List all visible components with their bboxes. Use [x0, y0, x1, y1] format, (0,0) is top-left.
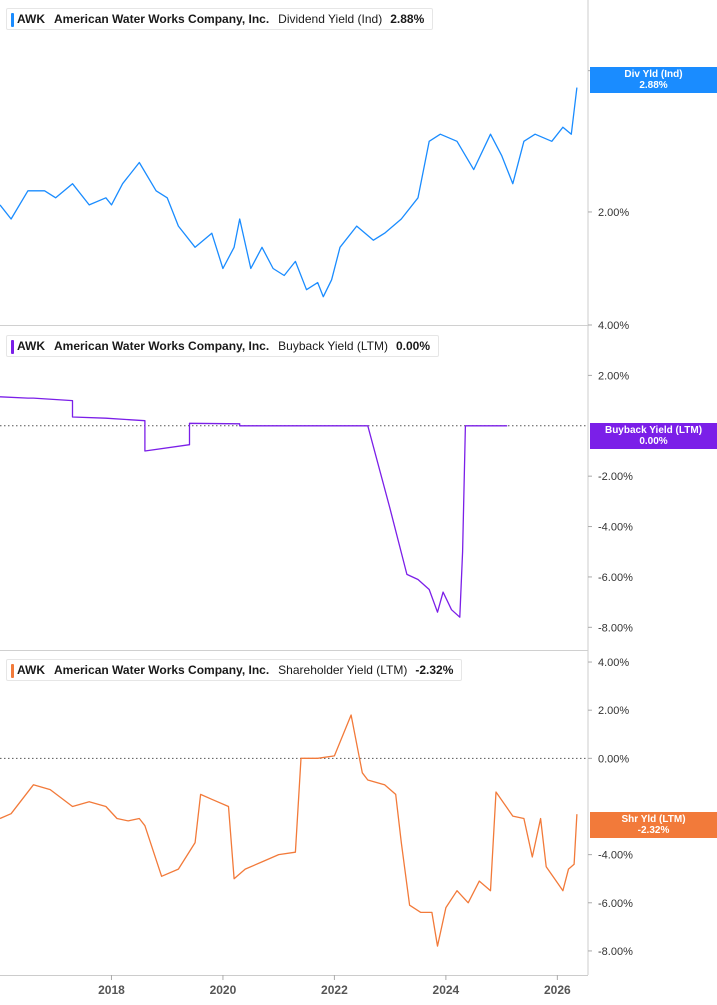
legend-company: American Water Works Company, Inc.	[54, 663, 270, 677]
value-tag-value: 0.00%	[639, 436, 668, 447]
y-tick-label: -8.00%	[598, 622, 633, 634]
legend-swatch-shareholder	[11, 664, 14, 678]
legend-value: -2.32%	[415, 663, 454, 677]
y-tick-label: 2.00%	[598, 705, 629, 717]
y-tick-label: 2.00%	[598, 370, 629, 382]
y-tick-label: -4.00%	[598, 522, 633, 534]
legend-shareholder-yield: AWK American Water Works Company, Inc. S…	[6, 659, 463, 681]
value-tag-dividend: Div Yld (Ind) 2.88%	[590, 67, 717, 93]
legend-dividend-yield: AWK American Water Works Company, Inc. D…	[6, 8, 434, 30]
value-tag-value: -2.32%	[637, 825, 670, 836]
legend-swatch-buyback	[11, 340, 14, 354]
series-line-buyback	[0, 396, 508, 618]
value-tag-label: Div Yld (Ind)	[624, 69, 683, 80]
x-tick-label: 2020	[210, 983, 237, 997]
value-tag-label: Shr Yld (LTM)	[621, 814, 686, 825]
y-tick-label: 0.00%	[598, 753, 629, 765]
legend-ticker: AWK	[17, 663, 45, 677]
legend-value: 2.88%	[390, 12, 425, 26]
y-tick-label: -8.00%	[598, 946, 633, 958]
y-tick-label: -4.00%	[598, 850, 633, 862]
legend-metric: Shareholder Yield (LTM)	[278, 663, 408, 677]
value-tag-buyback: Buyback Yield (LTM) 0.00%	[590, 423, 717, 449]
legend-metric: Buyback Yield (LTM)	[278, 339, 388, 353]
y-tick-label: -6.00%	[598, 898, 633, 910]
legend-buyback-yield: AWK American Water Works Company, Inc. B…	[6, 335, 440, 357]
legend-metric: Dividend Yield (Ind)	[278, 12, 383, 26]
legend-ticker: AWK	[17, 12, 45, 26]
legend-company: American Water Works Company, Inc.	[54, 12, 270, 26]
x-tick-label: 2024	[433, 983, 460, 997]
value-tag-label: Buyback Yield (LTM)	[604, 425, 703, 436]
legend-swatch-dividend	[11, 13, 14, 27]
series-line-shareholder	[0, 714, 578, 947]
y-tick-label: 2.00%	[598, 207, 629, 219]
series-line-dividend	[0, 87, 578, 298]
y-tick-label: -2.00%	[598, 471, 633, 483]
x-tick-label: 2026	[544, 983, 571, 997]
x-tick-label: 2018	[98, 983, 125, 997]
y-tick-label: -6.00%	[598, 572, 633, 584]
y-tick-label: 4.00%	[598, 320, 629, 332]
y-tick-label: 4.00%	[598, 657, 629, 669]
x-tick-label: 2022	[321, 983, 348, 997]
value-tag-shareholder: Shr Yld (LTM) -2.32%	[590, 812, 717, 838]
legend-value: 0.00%	[396, 339, 431, 353]
legend-ticker: AWK	[17, 339, 45, 353]
value-tag-value: 2.88%	[639, 80, 668, 91]
legend-company: American Water Works Company, Inc.	[54, 339, 270, 353]
